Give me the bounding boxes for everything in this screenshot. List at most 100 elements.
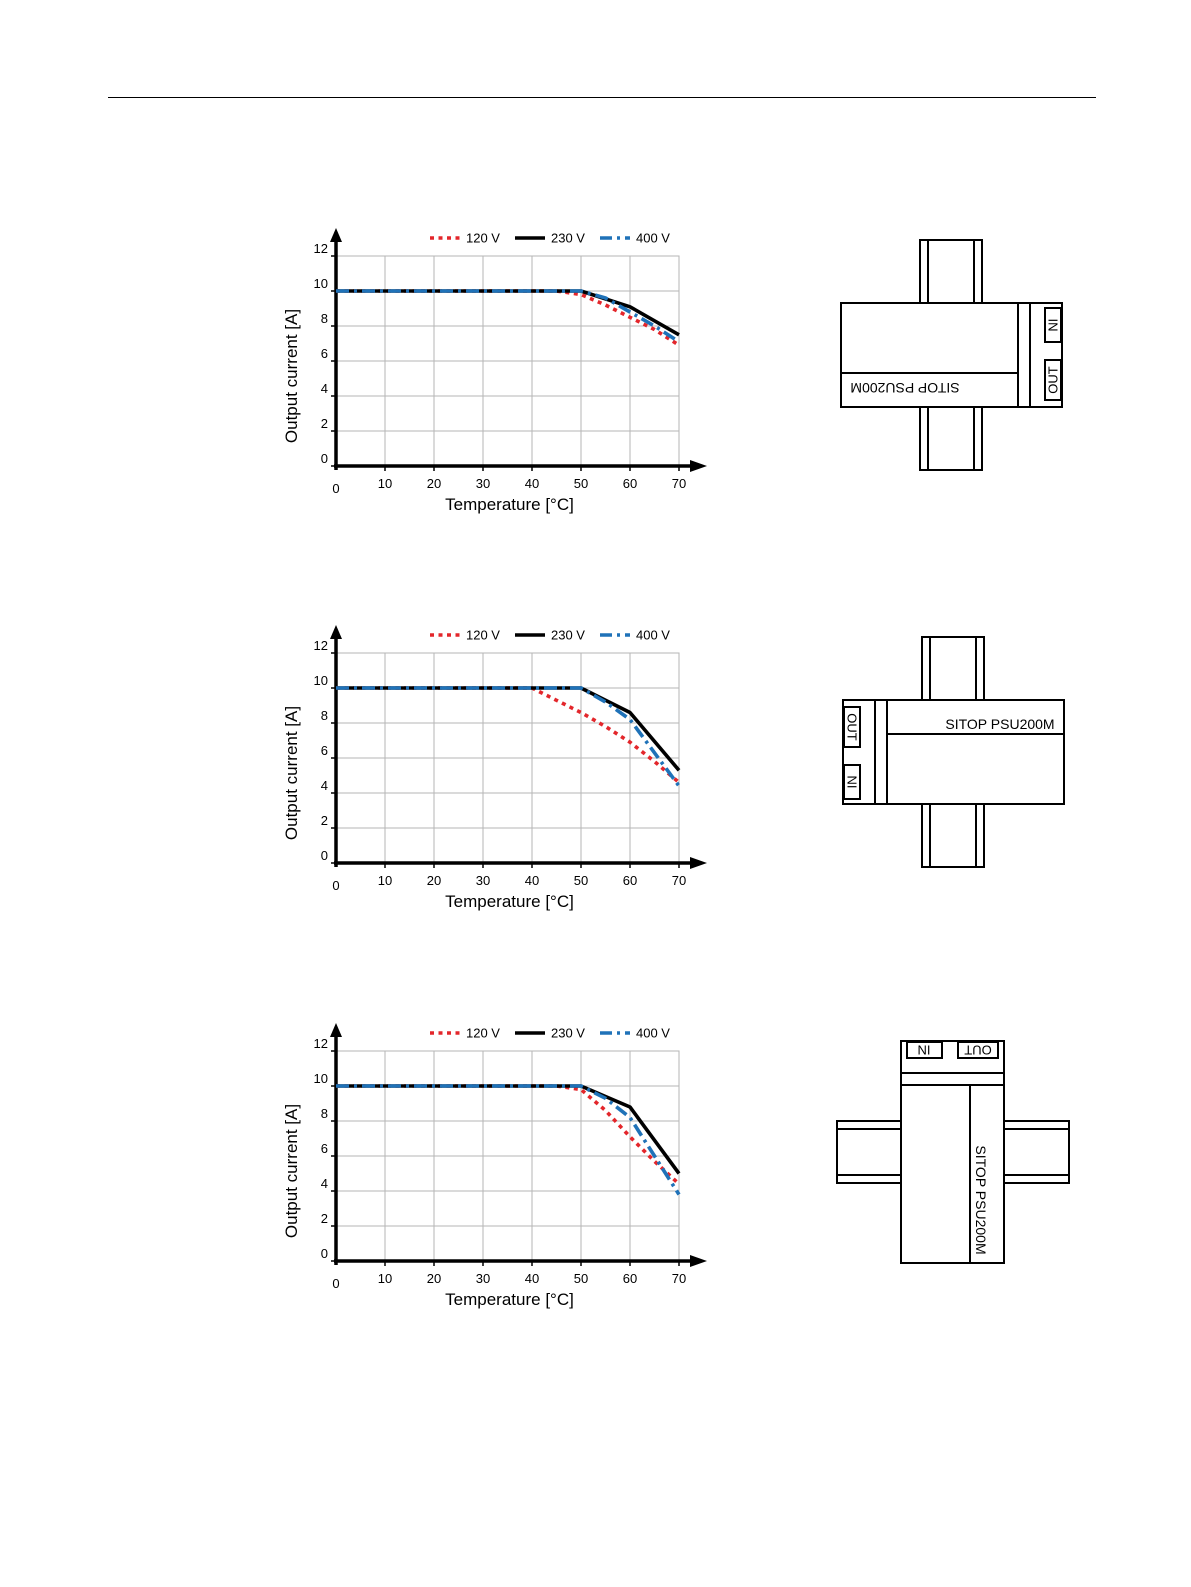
x-tick-label: 0 [332, 481, 339, 496]
in-label: IN [1046, 319, 1061, 332]
series-line-120v [336, 686, 681, 784]
y-axis-label: Output current [A] [282, 1104, 301, 1238]
din-rail-bottom [921, 803, 985, 868]
x-axis-arrow [690, 857, 707, 869]
derating-chart-2-svg: 0 2 4 6 8 10 12 0 10 20 30 40 50 60 70 120 V 230 V 400 V… [282, 625, 707, 911]
in-terminal [843, 764, 861, 800]
x-tick-label: 40 [525, 873, 539, 888]
y-tick-label: 4 [321, 381, 328, 396]
power-supply-housing [900, 1040, 1005, 1264]
x-tick-label: 70 [672, 1271, 686, 1286]
y-tick-label: 2 [321, 416, 328, 431]
legend-label: 230 V [551, 628, 585, 643]
mounting-diagram-rotated-180: SITOP PSU200M IN OUT [840, 239, 1063, 471]
chart-legend: 120 V 230 V 400 V [430, 1026, 670, 1041]
legend-label: 120 V [466, 1026, 500, 1041]
y-tick-label: 12 [314, 1036, 328, 1051]
out-terminal [1044, 359, 1062, 401]
legend-label: 400 V [636, 231, 670, 246]
x-tick-label: 70 [672, 873, 686, 888]
series-line-400v [336, 686, 681, 788]
y-tick-label: 12 [314, 241, 328, 256]
y-axis-arrow [330, 625, 342, 639]
legend-label: 400 V [636, 1026, 670, 1041]
x-axis-label: Temperature [°C] [445, 1290, 574, 1309]
x-tick-label: 70 [672, 476, 686, 491]
y-tick-label: 4 [321, 778, 328, 793]
din-rail-top [921, 636, 985, 701]
y-tick-label: 8 [321, 311, 328, 326]
device-diagram-1: SITOP PSU200M IN OUT [835, 235, 1070, 475]
x-tick-label: 60 [623, 476, 637, 491]
y-tick-label: 8 [321, 708, 328, 723]
y-axis-arrow [330, 1023, 342, 1037]
out-label: OUT [1046, 366, 1061, 394]
x-tick-label: 50 [574, 476, 588, 491]
derating-chart-1-svg: 0 2 4 6 8 10 12 0 10 20 30 40 50 60 70 120 V 230 V 400 V… [282, 228, 707, 514]
x-tick-label: 0 [332, 878, 339, 893]
chart-legend: 120 V 230 V 400 V [430, 231, 670, 246]
legend-label: 400 V [636, 628, 670, 643]
x-tick-label: 50 [574, 1271, 588, 1286]
legend-label: 120 V [466, 231, 500, 246]
x-axis-arrow [690, 1255, 707, 1267]
y-axis-arrow [330, 228, 342, 242]
out-label: OUT [964, 1043, 992, 1058]
chart-axes [330, 228, 707, 472]
x-tick-label: 50 [574, 873, 588, 888]
x-tick-label: 10 [378, 1271, 392, 1286]
x-tick-label: 0 [332, 1276, 339, 1291]
derating-chart-3-svg: 0 2 4 6 8 10 12 0 10 20 30 40 50 60 70 120 V 230 V 400 V… [282, 1023, 707, 1309]
y-tick-label: 0 [321, 451, 328, 466]
in-label: IN [845, 776, 860, 789]
series-line-120v [336, 289, 680, 347]
mounting-diagram-standard: SITOP PSU200M OUT IN [842, 636, 1065, 868]
x-tick-label: 40 [525, 476, 539, 491]
series-line-400v [336, 1084, 681, 1196]
out-label: OUT [845, 713, 860, 741]
y-tick-label: 0 [321, 1246, 328, 1261]
y-tick-label: 8 [321, 1106, 328, 1121]
derating-chart-2: 0 2 4 6 8 10 12 0 10 20 30 40 50 60 70 120 V 230 V 400 V… [270, 617, 720, 927]
x-axis-label: Temperature [°C] [445, 892, 574, 911]
legend-label: 230 V [551, 231, 585, 246]
x-tick-label: 60 [623, 1271, 637, 1286]
chart-grid [335, 255, 680, 467]
x-tick-label: 40 [525, 1271, 539, 1286]
mounting-diagram-rotated-90: IN OUT SITOP PSU200M [836, 1040, 1070, 1264]
x-tick-label: 20 [427, 1271, 441, 1286]
x-axis-label: Temperature [°C] [445, 495, 574, 514]
x-tick-label: 20 [427, 476, 441, 491]
y-tick-label: 10 [314, 276, 328, 291]
y-tick-label: 6 [321, 346, 328, 361]
y-tick-label: 6 [321, 743, 328, 758]
y-tick-label: 2 [321, 1211, 328, 1226]
series-line-230v [336, 1084, 681, 1175]
din-rail-right [1003, 1120, 1070, 1184]
x-axis-arrow [690, 460, 707, 472]
device-diagram-3: IN OUT SITOP PSU200M [835, 1035, 1075, 1270]
series-line-120v [336, 1084, 681, 1186]
y-axis-label: Output current [A] [282, 309, 301, 443]
device-model-label: SITOP PSU200M [945, 716, 1054, 732]
x-tick-label: 10 [378, 873, 392, 888]
legend-label: 230 V [551, 1026, 585, 1041]
derating-chart-1: 0 2 4 6 8 10 12 0 10 20 30 40 50 60 70 120 V 230 V 400 V… [270, 220, 720, 530]
x-tick-label: 30 [476, 873, 490, 888]
device-model-label: SITOP PSU200M [850, 380, 959, 396]
din-rail-top [919, 239, 983, 304]
chart-grid [335, 1050, 680, 1262]
x-tick-label: 60 [623, 873, 637, 888]
x-tick-label: 20 [427, 873, 441, 888]
x-tick-label: 30 [476, 476, 490, 491]
header-rule [108, 97, 1096, 98]
chart-grid [335, 652, 680, 864]
series-line-230v [336, 289, 680, 337]
din-rail-bottom [919, 406, 983, 471]
out-terminal [957, 1041, 999, 1059]
in-label: IN [918, 1043, 931, 1058]
y-axis-label: Output current [A] [282, 706, 301, 840]
in-terminal [906, 1041, 943, 1059]
y-tick-label: 0 [321, 848, 328, 863]
power-supply-housing [840, 302, 1063, 408]
